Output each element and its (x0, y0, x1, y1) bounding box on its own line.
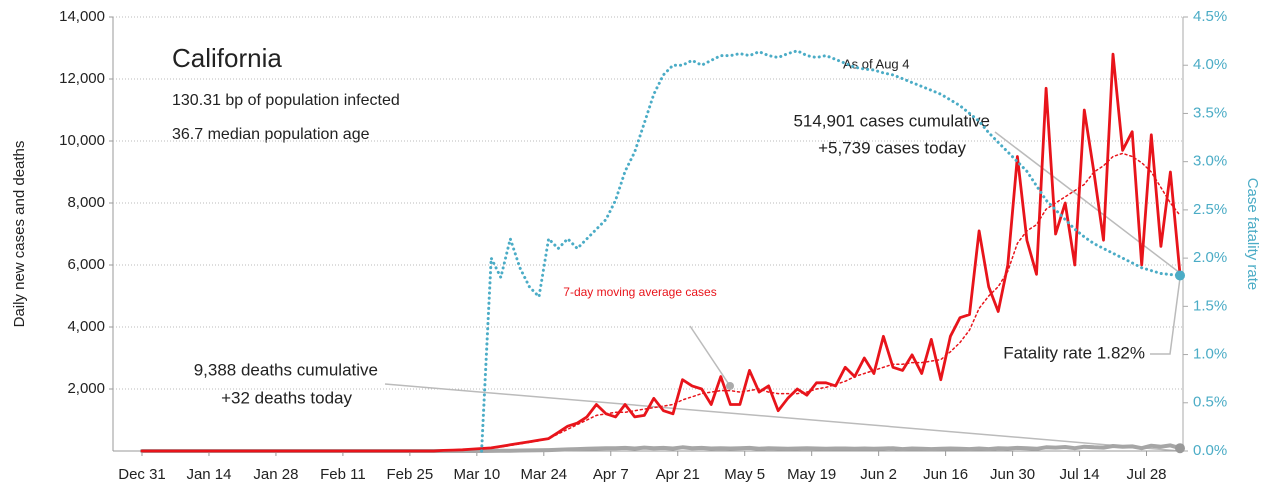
x-tick-label: Jan 28 (253, 466, 298, 483)
y-tick-label: 4,000 (67, 318, 105, 335)
x-tick-label: Jan 14 (186, 466, 231, 483)
annotation: 9,388 deaths cumulative (194, 360, 378, 379)
end-marker (1175, 443, 1185, 454)
annotation: 514,901 cases cumulative (793, 111, 990, 130)
x-tick-label: Jun 2 (860, 466, 897, 483)
y2-tick-label: 0.0% (1193, 442, 1227, 459)
y-tick-label: 10,000 (59, 132, 105, 149)
leader-lines (384, 131, 1181, 452)
y-tick-label: 2,000 (67, 380, 105, 397)
x-tick-label: Apr 7 (593, 466, 629, 483)
x-tick-label: Jul 14 (1060, 466, 1100, 483)
y2-tick-label: 2.0% (1193, 249, 1227, 266)
x-tick-label: May 5 (724, 466, 765, 483)
series-line (480, 49, 1182, 453)
y2-tick-label: 1.0% (1193, 346, 1227, 363)
leader-line (1150, 277, 1181, 355)
subtitle: 130.31 bp of population infected (172, 92, 400, 109)
annotation: +32 deaths today (221, 388, 352, 407)
y-tick-label: 6,000 (67, 256, 105, 273)
x-tick-label: Feb 25 (387, 466, 434, 483)
annotation: +5,739 cases today (818, 138, 966, 157)
y2-tick-label: 0.5% (1193, 394, 1227, 411)
x-tick-label: Dec 31 (118, 466, 166, 483)
y2-axis-label: Case fatality rate (1244, 178, 1261, 291)
subtitle: 36.7 median population age (172, 126, 370, 143)
x-tick-label: Apr 21 (656, 466, 700, 483)
y-tick-label: 8,000 (67, 194, 105, 211)
x-tick-label: Feb 11 (320, 466, 366, 483)
plot: 2,000 4,000 6,000 8,000 10,000 12,000 14,000 0.… (59, 8, 1227, 483)
y2-tick-label: 3.0% (1193, 153, 1227, 170)
chart-title: California (172, 43, 282, 73)
x-tick-label: Mar 24 (520, 466, 567, 483)
series-line (140, 443, 1182, 453)
annotation: 7-day moving average cases (563, 285, 716, 299)
y2-tick-label: 3.5% (1193, 104, 1227, 121)
y2-tick-label: 2.5% (1193, 201, 1227, 218)
y-tick-label: 12,000 (59, 70, 105, 87)
x-tick-label: Jun 30 (990, 466, 1035, 483)
x-tick-label: Mar 10 (453, 466, 500, 483)
leader-line (384, 383, 1181, 452)
x-tick-label: Jul 28 (1127, 466, 1167, 483)
annotation: As of Aug 4 (843, 56, 910, 71)
leader-line (689, 325, 731, 387)
series-line (141, 152, 1181, 452)
y2-tick-label: 4.0% (1193, 56, 1227, 73)
end-marker (1175, 270, 1185, 281)
x-tick-label: Jun 16 (923, 466, 968, 483)
y2-tick-label: 4.5% (1193, 8, 1227, 25)
y-tick-label: 14,000 (59, 8, 105, 25)
annotation: Fatality rate 1.82% (1003, 343, 1145, 362)
leader-line (994, 131, 1181, 274)
y2-tick-label: 1.5% (1193, 297, 1227, 314)
y-axis-label: Daily new cases and deaths (11, 141, 28, 328)
leader-dot (726, 382, 734, 390)
x-tick-label: May 19 (787, 466, 836, 483)
